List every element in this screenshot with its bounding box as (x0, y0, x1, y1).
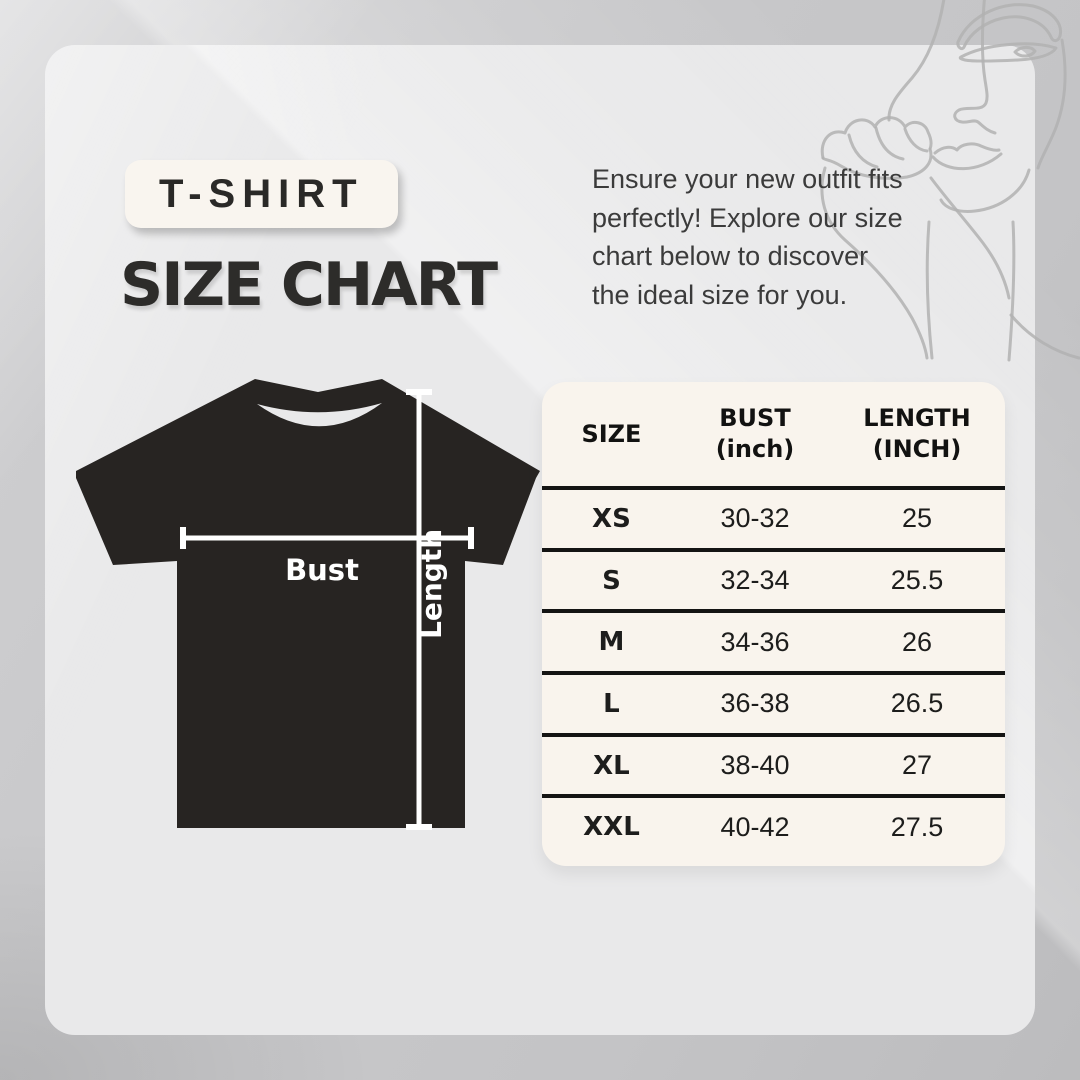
intro-text-line: chart below to discover (592, 241, 869, 271)
table-row: XL 38-40 27 (542, 732, 1005, 795)
length-measure-label: Length (415, 528, 448, 639)
intro-text: Ensure your new outfit fits perfectly! E… (592, 160, 1012, 314)
badge-label: T-SHIRT (159, 171, 364, 216)
cheek-curve (1036, 38, 1067, 170)
table-row: L 36-38 26.5 (542, 671, 1005, 733)
header-length: LENGTH (INCH) (863, 404, 971, 463)
tshirt-silhouette (76, 379, 540, 830)
header-size: SIZE (581, 419, 642, 448)
measurement-lines (180, 389, 474, 830)
table-row: S 32-34 25.5 (542, 547, 1005, 610)
table-row: M 34-36 26 (542, 609, 1005, 671)
size-table-header: SIZE BUST (inch) LENGTH (INCH) (542, 382, 1005, 486)
tshirt-measurement-diagram: Bust Length (60, 365, 560, 845)
header-bust: BUST (inch) (715, 404, 795, 463)
table-row: XS 30-32 25 (542, 486, 1005, 548)
eyebrow-line (956, 3, 1063, 51)
table-row: XXL 40-42 27.5 (542, 794, 1005, 856)
intro-text-line: Ensure your new outfit fits (592, 164, 903, 194)
collar-cutout (257, 403, 382, 427)
size-table: SIZE BUST (inch) LENGTH (INCH) XS 30-32 … (542, 382, 1005, 866)
tshirt-shape (76, 379, 540, 828)
bust-measure-label: Bust (285, 553, 359, 587)
product-type-badge: T-SHIRT (125, 160, 398, 228)
intro-text-line: the ideal size for you. (592, 279, 848, 310)
intro-text-line: perfectly! Explore our size (592, 202, 903, 233)
page-title: SIZE CHART (120, 250, 498, 320)
